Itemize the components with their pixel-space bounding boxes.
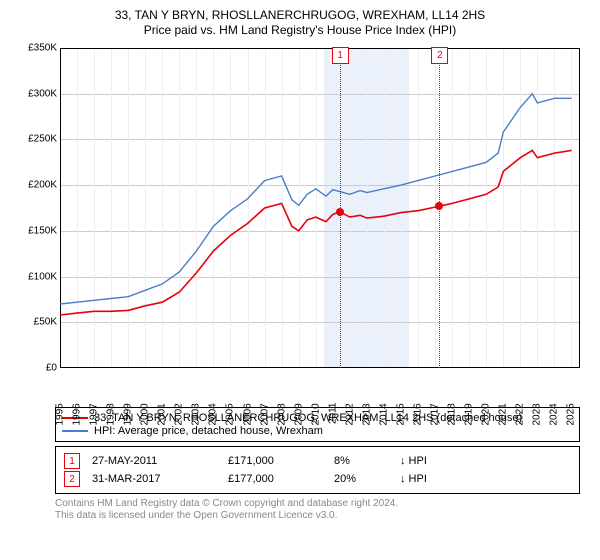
x-tick-label: 2024 [549, 403, 560, 425]
y-tick-label: £300K [15, 88, 57, 99]
x-tick-label: 2021 [498, 403, 509, 425]
x-tick-label: 2018 [447, 403, 458, 425]
x-tick-label: 2009 [293, 403, 304, 425]
x-tick-label: 1997 [89, 403, 100, 425]
event-dot-1 [336, 208, 344, 216]
event-row: 2 31-MAR-2017 £177,000 20% ↓ HPI [64, 471, 571, 487]
x-tick-label: 2003 [191, 403, 202, 425]
x-tick-label: 1996 [72, 403, 83, 425]
event-flag-1: 1 [332, 47, 349, 64]
event-table: 1 27-MAY-2011 £171,000 8% ↓ HPI 2 31-MAR-2017 £… [55, 446, 580, 494]
event-pct: 8% [334, 455, 394, 467]
y-tick-label: £50K [15, 317, 57, 328]
chart-subtitle: Price paid vs. HM Land Registry's House … [10, 23, 590, 37]
event-row-flag: 2 [64, 471, 80, 487]
event-date: 31-MAR-2017 [92, 473, 222, 485]
line-layer [60, 48, 580, 368]
event-vs: ↓ HPI [400, 473, 571, 485]
x-tick-label: 2020 [481, 403, 492, 425]
x-tick-label: 2010 [310, 403, 321, 425]
event-flag-2: 2 [431, 47, 448, 64]
event-vs: ↓ HPI [400, 455, 571, 467]
x-tick-label: 2001 [157, 403, 168, 425]
event-price: £171,000 [228, 455, 328, 467]
x-tick-label: 2006 [242, 403, 253, 425]
chart-title: 33, TAN Y BRYN, RHOSLLANERCHRUGOG, WREXH… [10, 8, 590, 22]
x-tick-label: 2005 [225, 403, 236, 425]
event-dot-2 [435, 202, 443, 210]
x-tick-label: 2014 [378, 403, 389, 425]
x-tick-label: 2022 [515, 403, 526, 425]
event-price: £177,000 [228, 473, 328, 485]
x-tick-label: 2015 [395, 403, 406, 425]
event-row-flag: 1 [64, 453, 80, 469]
legend-row: HPI: Average price, detached house, Wrex… [62, 425, 573, 437]
legend-swatch [62, 430, 88, 432]
event-row: 1 27-MAY-2011 £171,000 8% ↓ HPI [64, 453, 571, 469]
event-date: 27-MAY-2011 [92, 455, 222, 467]
x-tick-label: 1999 [123, 403, 134, 425]
y-tick-label: £0 [15, 363, 57, 374]
y-tick-label: £350K [15, 43, 57, 54]
event-pct: 20% [334, 473, 394, 485]
y-tick-label: £200K [15, 180, 57, 191]
x-tick-label: 2002 [174, 403, 185, 425]
x-tick-label: 2012 [344, 403, 355, 425]
series-hpi [60, 94, 572, 304]
x-tick-label: 2008 [276, 403, 287, 425]
y-tick-label: £250K [15, 134, 57, 145]
x-tick-label: 2016 [413, 403, 424, 425]
footnote: Contains HM Land Registry data © Crown c… [55, 498, 580, 522]
x-tick-label: 2023 [532, 403, 543, 425]
footnote-line-1: Contains HM Land Registry data © Crown c… [55, 498, 580, 510]
footnote-line-2: This data is licensed under the Open Gov… [55, 510, 580, 522]
x-tick-label: 2000 [140, 403, 151, 425]
x-tick-label: 2007 [259, 403, 270, 425]
x-tick-label: 1995 [55, 403, 66, 425]
chart-area: £0£50K£100K£150K£200K£250K£300K£350K1995… [15, 43, 585, 403]
legend-label: HPI: Average price, detached house, Wrex… [94, 425, 323, 437]
x-tick-label: 2025 [566, 403, 577, 425]
x-tick-label: 2004 [208, 403, 219, 425]
x-tick-label: 2013 [361, 403, 372, 425]
x-tick-label: 2011 [327, 403, 338, 425]
chart-container: 33, TAN Y BRYN, RHOSLLANERCHRUGOG, WREXH… [0, 0, 600, 530]
series-property [60, 150, 572, 315]
y-tick-label: £100K [15, 271, 57, 282]
x-tick-label: 1998 [106, 403, 117, 425]
x-tick-label: 2019 [464, 403, 475, 425]
x-tick-label: 2017 [430, 403, 441, 425]
y-tick-label: £150K [15, 225, 57, 236]
